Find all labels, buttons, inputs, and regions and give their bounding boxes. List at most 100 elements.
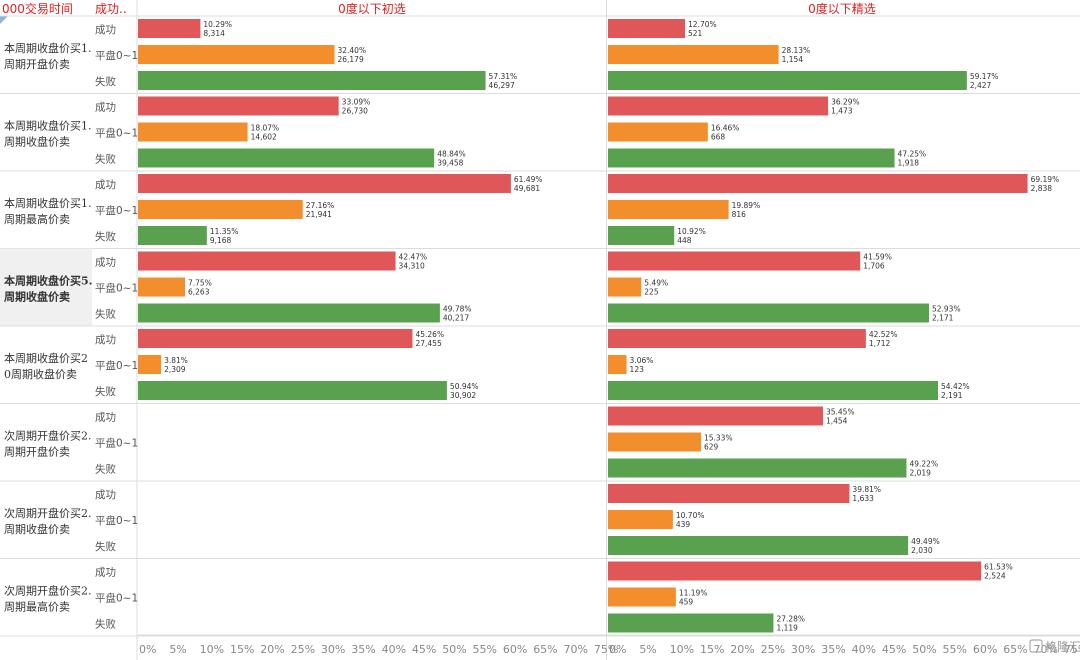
bar-pct-label: 36.29% xyxy=(831,98,860,107)
x-tick-label: 70% xyxy=(1034,643,1058,656)
bar-pct-label: 47.25% xyxy=(898,150,927,159)
bar-pct-label: 42.52% xyxy=(869,330,898,339)
bar-pct-label: 27.28% xyxy=(776,615,805,624)
bar-count-label: 2,427 xyxy=(970,81,992,90)
bar xyxy=(138,174,511,193)
bar-pct-label: 3.81% xyxy=(164,356,188,365)
bar-count-label: 1,454 xyxy=(826,417,848,426)
outcome-label: 失败 xyxy=(95,618,116,631)
x-tick-label: 50% xyxy=(912,643,936,656)
bar-count-label: 2,838 xyxy=(1031,184,1053,193)
x-tick-label: 15% xyxy=(700,643,724,656)
outcome-label: 平盘0~1 xyxy=(95,282,138,295)
group-label: 本周期收盘价买1. xyxy=(4,118,92,132)
x-tick-label: 35% xyxy=(821,643,845,656)
bar xyxy=(608,96,829,116)
group-label: 本周期收盘价买1. xyxy=(4,196,92,210)
bar xyxy=(138,45,335,64)
bar-count-label: 46,297 xyxy=(489,81,515,90)
watermark: 格隆汇 xyxy=(1029,639,1080,654)
outcome-label: 平盘0~1 xyxy=(95,359,138,372)
bar-count-label: 2,019 xyxy=(909,469,931,478)
bar-count-label: 8,314 xyxy=(203,29,225,38)
bar xyxy=(608,148,895,168)
panel-title-0: 0度以下初选 xyxy=(338,1,406,16)
bar-pct-label: 7.75% xyxy=(188,279,212,288)
bar-count-label: 459 xyxy=(679,598,694,607)
bar-count-label: 9,168 xyxy=(210,236,232,245)
group-label: 本周期收盘价买1. xyxy=(4,41,92,55)
bar-pct-label: 10.70% xyxy=(676,511,705,520)
bar xyxy=(608,355,627,374)
x-tick-label: 40% xyxy=(382,643,406,656)
bar xyxy=(608,561,982,581)
bar xyxy=(608,122,708,142)
group-label: 本周期收盘价买5. xyxy=(4,273,92,287)
outcome-label: 平盘0~1 xyxy=(95,204,138,217)
outcome-label: 失败 xyxy=(95,385,116,398)
x-tick-label: 35% xyxy=(351,643,375,656)
group-label: 次周期开盘价买2. xyxy=(4,506,92,520)
bar xyxy=(608,174,1028,193)
x-tick-label: 5% xyxy=(639,643,656,656)
bar-pct-label: 10.29% xyxy=(203,20,232,29)
bar-count-label: 225 xyxy=(644,288,659,297)
bar xyxy=(138,329,413,348)
bar-count-label: 1,633 xyxy=(852,494,874,503)
outcome-label: 成功 xyxy=(95,489,116,501)
outcome-label: 平盘0~1 xyxy=(95,437,138,450)
bar-pct-label: 11.19% xyxy=(679,589,708,598)
x-tick-label: 50% xyxy=(442,643,466,656)
x-tick-label: 15% xyxy=(230,643,254,656)
bar-count-label: 123 xyxy=(630,365,645,374)
x-tick-label: 0% xyxy=(609,643,626,656)
bar-count-label: 40,217 xyxy=(443,314,469,323)
group-label: 次周期开盘价买2. xyxy=(4,428,92,442)
bar-count-label: 26,179 xyxy=(337,55,363,64)
x-tick-label: 60% xyxy=(973,643,997,656)
bar xyxy=(138,226,207,245)
bar xyxy=(138,96,339,116)
bar-count-label: 668 xyxy=(711,133,726,142)
group-label: 周期最高价卖 xyxy=(4,212,70,226)
bar-count-label: 21,941 xyxy=(306,210,332,219)
group-label: 周期开盘价卖 xyxy=(4,444,70,458)
group-label: 0周期收盘价卖 xyxy=(4,367,77,381)
outcome-label: 成功 xyxy=(95,24,116,36)
x-tick-label: 65% xyxy=(533,643,557,656)
bar-pct-label: 16.46% xyxy=(711,124,740,133)
bar-count-label: 1,918 xyxy=(898,159,920,168)
x-tick-label: 70% xyxy=(564,643,588,656)
bar-count-label: 14,602 xyxy=(251,133,277,142)
bar xyxy=(608,329,866,348)
bar-pct-label: 42.47% xyxy=(399,253,428,262)
bar-pct-label: 15.33% xyxy=(704,434,733,443)
bar xyxy=(608,19,686,38)
bar xyxy=(138,200,303,219)
group-label: 周期最高价卖 xyxy=(4,599,70,613)
bar xyxy=(138,148,435,168)
x-tick-label: 5% xyxy=(169,643,186,656)
bar xyxy=(608,277,642,297)
bar xyxy=(608,510,673,529)
outcome-label: 成功 xyxy=(95,567,116,579)
bar-pct-label: 69.19% xyxy=(1031,175,1060,184)
x-tick-label: 30% xyxy=(791,643,815,656)
bar-count-label: 1,473 xyxy=(831,107,853,116)
bar xyxy=(608,406,823,426)
x-tick-label: 45% xyxy=(412,643,436,656)
bar-count-label: 1,706 xyxy=(863,262,885,271)
outcome-label: 成功 xyxy=(95,257,116,269)
bar xyxy=(138,251,396,271)
bar-pct-label: 52.93% xyxy=(932,305,961,314)
x-tick-label: 20% xyxy=(730,643,754,656)
bar xyxy=(138,19,201,38)
group-label: 周期收盘价卖 xyxy=(4,522,70,536)
bar-pct-label: 49.49% xyxy=(911,537,940,546)
bar xyxy=(608,458,907,478)
bar-count-label: 39,458 xyxy=(437,159,463,168)
x-tick-label: 25% xyxy=(291,643,315,656)
bar-pct-label: 27.16% xyxy=(306,201,335,210)
bar-count-label: 6,263 xyxy=(188,288,210,297)
bar-pct-label: 49.78% xyxy=(443,305,472,314)
